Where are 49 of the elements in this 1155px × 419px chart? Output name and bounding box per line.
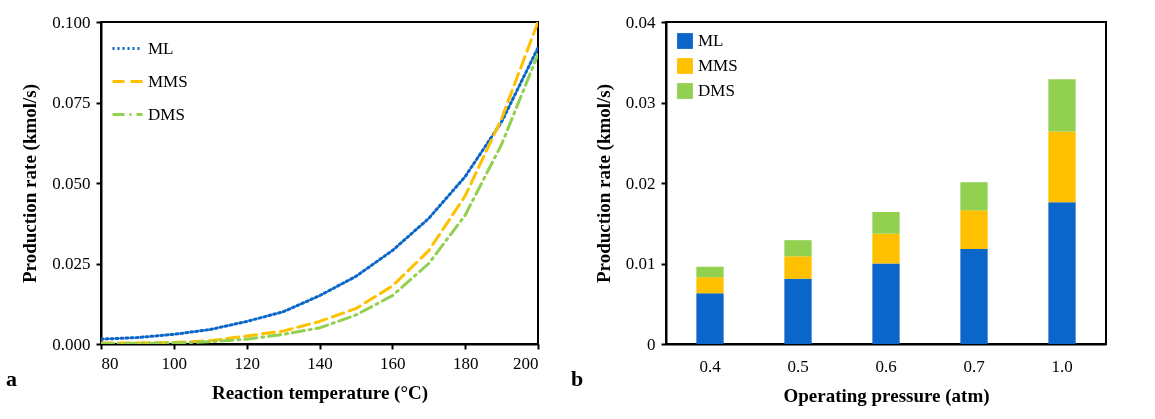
x-tick-label: 120 (234, 353, 260, 373)
x-tick-label: 0.4 (699, 356, 722, 376)
y-axis-title: Production rate (kmol/s) (592, 83, 615, 284)
x-tick-label: 100 (161, 353, 188, 373)
legend-label: ML (148, 38, 174, 58)
legend-label: MMS (698, 56, 738, 75)
bar (960, 182, 988, 211)
bar (872, 233, 900, 264)
text: b (571, 366, 584, 391)
bar (1048, 202, 1076, 344)
bar (784, 256, 812, 279)
y-tick-label: 0.050 (52, 173, 91, 193)
bar (696, 266, 724, 278)
x-tick-label: 200 (513, 353, 539, 373)
y-tick-label: 0.01 (625, 254, 656, 273)
x-tick-label: 140 (307, 353, 333, 373)
bar (960, 210, 988, 250)
bar (784, 278, 812, 344)
legend-label: ML (698, 31, 724, 50)
bar (696, 293, 724, 344)
x-tick-label: 0.6 (875, 356, 897, 376)
bar (872, 263, 900, 344)
bar (1048, 131, 1076, 203)
x-axis-title: Operating pressure (atm) (783, 384, 990, 407)
legend-label: DMS (148, 104, 185, 124)
y-tick-label: 0.100 (52, 12, 91, 32)
bar (872, 211, 900, 234)
text: a (6, 366, 17, 391)
y-tick-label: 0.03 (625, 93, 656, 112)
y-tick-label: 0.04 (625, 12, 656, 32)
y-tick-label: 0.025 (52, 254, 91, 273)
legend-label: DMS (698, 81, 735, 100)
bar (784, 240, 812, 257)
x-tick-label: 80 (101, 353, 119, 373)
y-tick-label: 0.075 (52, 93, 91, 112)
y-tick-label: 0.02 (625, 173, 656, 193)
x-axis-title: Reaction temperature (°C) (211, 381, 429, 404)
x-tick-label: 1.0 (1051, 356, 1073, 376)
x-tick-label: 0.5 (787, 356, 809, 376)
x-tick-label: 160 (380, 353, 406, 373)
y-tick-label: 0.000 (52, 334, 91, 354)
bar (960, 249, 988, 344)
y-axis-title: Production rate (kmol/s) (19, 83, 42, 284)
x-tick-label: 180 (452, 353, 479, 373)
x-tick-label: 0.7 (963, 356, 986, 376)
bar (696, 277, 724, 294)
legend-label: MMS (148, 71, 188, 91)
y-tick-label: 0 (647, 334, 656, 354)
bar (1048, 79, 1076, 132)
